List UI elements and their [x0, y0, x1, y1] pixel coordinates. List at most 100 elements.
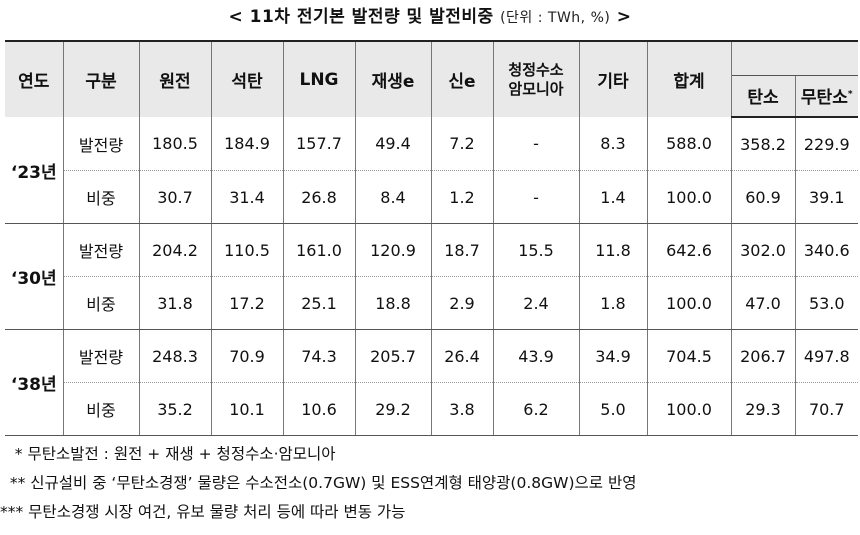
- footnotes: * 무탄소발전 : 원전 + 재생 + 청정수소·암모니아 ** 신규설비 중 …: [0, 440, 636, 527]
- value-cell: 25.1: [283, 276, 356, 330]
- value-cell: 43.9: [493, 329, 580, 383]
- value-cell: 26.4: [431, 329, 494, 383]
- header-carbon-free: 무탄소*: [795, 75, 858, 118]
- footnote-2: ** 신규설비 중 ‘무탄소경쟁’ 물량은 수소전소(0.7GW) 및 ESS연…: [0, 474, 637, 492]
- header-category: 구분: [63, 40, 140, 117]
- value-cell: 206.7: [731, 329, 796, 383]
- value-cell: 3.8: [431, 382, 494, 436]
- value-cell: 248.3: [139, 329, 212, 383]
- value-cell: 157.7: [283, 117, 356, 171]
- header-carbon-free-mark: *: [847, 89, 853, 100]
- value-cell: 100.0: [647, 170, 732, 224]
- value-cell: 53.0: [795, 276, 858, 330]
- value-cell: 31.4: [211, 170, 284, 224]
- value-cell: 70.7: [795, 382, 858, 436]
- header-year: 연도: [5, 40, 64, 117]
- value-cell: 17.2: [211, 276, 284, 330]
- value-cell: 47.0: [731, 276, 796, 330]
- category-cell: 발전량: [63, 223, 140, 277]
- generation-table: 연도 구분 원전 석탄 LNG 재생e 신e 청정수소 암모니아 기타 합계 탄…: [5, 40, 858, 436]
- value-cell: -: [493, 170, 580, 224]
- value-cell: 11.8: [579, 223, 648, 277]
- header-total: 합계: [647, 40, 732, 117]
- value-cell: 2.4: [493, 276, 580, 330]
- header-carbon: 탄소: [731, 75, 796, 118]
- value-cell: 49.4: [355, 117, 432, 171]
- table-row: 비중 30.7 31.4 26.8 8.4 1.2-1.4 100.0 60.9 39.1: [5, 170, 858, 224]
- header-clean-hydrogen: 청정수소 암모니아: [493, 40, 580, 117]
- header-nuclear: 원전: [139, 40, 212, 117]
- value-cell: 340.6: [795, 223, 858, 277]
- value-cell: 10.1: [211, 382, 284, 436]
- value-cell: 31.8: [139, 276, 212, 330]
- year-cell: ‘38년: [5, 329, 64, 436]
- value-cell: 100.0: [647, 276, 732, 330]
- header-coal: 석탄: [211, 40, 284, 117]
- table-body: ‘23년 발전량 180.5 184.9 157.7 49.4 7.2-8.3 588.0 35…: [5, 117, 858, 436]
- title-unit: (단위 : TWh, %): [500, 10, 611, 26]
- value-cell: 18.8: [355, 276, 432, 330]
- value-cell: 5.0: [579, 382, 648, 436]
- year-cell: ‘30년: [5, 223, 64, 330]
- footnote-1: * 무탄소발전 : 원전 + 재생 + 청정수소·암모니아: [0, 445, 336, 463]
- category-cell: 발전량: [63, 329, 140, 383]
- table-row: 비중 31.8 17.2 25.1 18.8 2.9 2.4 1.8 100.0 47.0 53.0: [5, 276, 858, 330]
- value-cell: 704.5: [647, 329, 732, 383]
- value-cell: 29.3: [731, 382, 796, 436]
- value-cell: 1.2: [431, 170, 494, 224]
- header-renewable: 재생e: [355, 40, 432, 117]
- table-row: 비중 35.2 10.1 10.6 29.2 3.8 6.2 5.0 100.0 29.3 70.7: [5, 382, 858, 436]
- header-carbon-free-label: 무탄소: [800, 88, 848, 109]
- value-cell: 30.7: [139, 170, 212, 224]
- value-cell: 358.2: [731, 117, 796, 171]
- value-cell: 497.8: [795, 329, 858, 383]
- value-cell: 120.9: [355, 223, 432, 277]
- value-cell: -: [493, 117, 580, 171]
- table-title: < 11차 전기본 발전량 및 발전비중 (단위 : TWh, %) >: [0, 2, 860, 27]
- value-cell: 205.7: [355, 329, 432, 383]
- year-cell: ‘23년: [5, 117, 64, 224]
- value-cell: 204.2: [139, 223, 212, 277]
- value-cell: 10.6: [283, 382, 356, 436]
- header-clean-hydrogen-line2: 암모니아: [508, 79, 564, 98]
- value-cell: 229.9: [795, 117, 858, 171]
- table-row: ‘30년 발전량 204.2 110.5 161.0 120.9 18.7 15.5 11.8 6…: [5, 223, 858, 330]
- header-carbon-group: [731, 40, 858, 76]
- value-cell: 588.0: [647, 117, 732, 171]
- value-cell: 8.4: [355, 170, 432, 224]
- header-other: 기타: [579, 40, 648, 117]
- title-main: < 11차 전기본 발전량 및 발전비중: [228, 7, 494, 27]
- value-cell: 29.2: [355, 382, 432, 436]
- table-row: ‘38년 발전량 248.3 70.9 74.3 205.7 26.4 43.9 34.9 704…: [5, 329, 858, 436]
- value-cell: 39.1: [795, 170, 858, 224]
- value-cell: 35.2: [139, 382, 212, 436]
- value-cell: 18.7: [431, 223, 494, 277]
- header-lng: LNG: [283, 40, 356, 117]
- header-new-energy: 신e: [431, 40, 494, 117]
- value-cell: 6.2: [493, 382, 580, 436]
- value-cell: 70.9: [211, 329, 284, 383]
- footnote-3: *** 무탄소경쟁 시장 여건, 유보 물량 처리 등에 따라 변동 가능: [0, 503, 406, 521]
- value-cell: 161.0: [283, 223, 356, 277]
- value-cell: 642.6: [647, 223, 732, 277]
- value-cell: 26.8: [283, 170, 356, 224]
- value-cell: 1.8: [579, 276, 648, 330]
- value-cell: 8.3: [579, 117, 648, 171]
- value-cell: 60.9: [731, 170, 796, 224]
- value-cell: 34.9: [579, 329, 648, 383]
- value-cell: 184.9: [211, 117, 284, 171]
- category-cell: 비중: [63, 382, 140, 436]
- value-cell: 180.5: [139, 117, 212, 171]
- category-cell: 발전량: [63, 117, 140, 171]
- value-cell: 15.5: [493, 223, 580, 277]
- value-cell: 110.5: [211, 223, 284, 277]
- value-cell: 100.0: [647, 382, 732, 436]
- category-cell: 비중: [63, 276, 140, 330]
- value-cell: 74.3: [283, 329, 356, 383]
- header-clean-hydrogen-line1: 청정수소: [508, 60, 564, 79]
- value-cell: 2.9: [431, 276, 494, 330]
- value-cell: 7.2: [431, 117, 494, 171]
- value-cell: 302.0: [731, 223, 796, 277]
- value-cell: 1.4: [579, 170, 648, 224]
- category-cell: 비중: [63, 170, 140, 224]
